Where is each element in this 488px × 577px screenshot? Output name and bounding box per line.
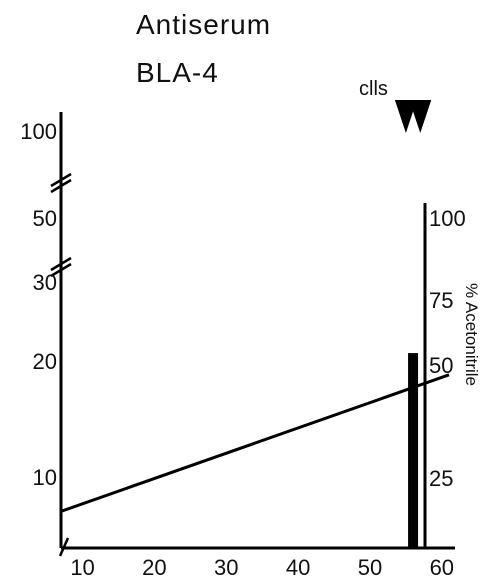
y-right-axis-label: % Acetonitrile bbox=[462, 283, 481, 386]
x-tick-label: 30 bbox=[214, 555, 238, 577]
chart-title-line-2: BLA-4 bbox=[136, 57, 219, 88]
x-tick-label: 20 bbox=[142, 555, 166, 577]
y-right-tick-label: 75 bbox=[429, 288, 453, 313]
marker-arrow bbox=[409, 100, 432, 133]
y-left-tick-label: 20 bbox=[33, 349, 57, 374]
chart-title-line-1: Antiserum bbox=[136, 9, 271, 40]
y-left-tick-label: 30 bbox=[33, 270, 57, 295]
axis-break-upper bbox=[50, 172, 72, 194]
y-right-tick-label: 25 bbox=[429, 466, 453, 491]
y-right-tick-label: 100 bbox=[429, 206, 466, 231]
marker-label: clls bbox=[359, 78, 388, 100]
gradient-line bbox=[60, 373, 450, 513]
x-tick-label: 50 bbox=[358, 555, 382, 577]
origin-break bbox=[58, 537, 70, 557]
x-tick-label: 60 bbox=[430, 555, 454, 577]
axis-break-lower bbox=[50, 256, 72, 278]
marker-arrows bbox=[394, 100, 432, 133]
x-tick-labels: 10 20 30 40 50 60 bbox=[70, 555, 454, 577]
x-tick-label: 10 bbox=[70, 555, 94, 577]
y-left-tick-label: 10 bbox=[33, 465, 57, 490]
marker-arrow bbox=[394, 100, 417, 133]
x-tick-label: 40 bbox=[286, 555, 310, 577]
y-right-tick-label: 50 bbox=[429, 353, 453, 378]
peak-bar bbox=[408, 353, 419, 548]
y-left-tick-label: 100 bbox=[20, 119, 57, 144]
y-left-tick-label: 50 bbox=[33, 206, 57, 231]
